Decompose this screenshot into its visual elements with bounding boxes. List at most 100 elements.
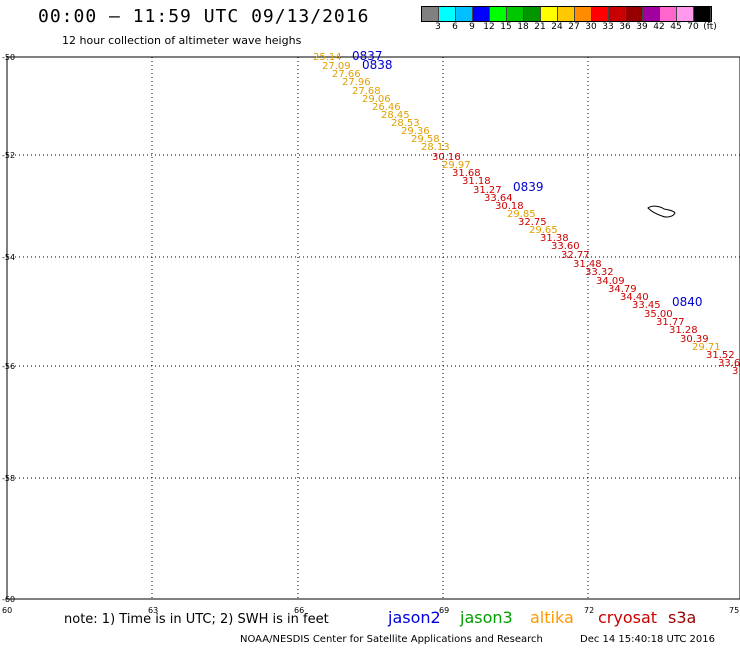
wave-height-label: 29.06 [362, 94, 391, 105]
wave-height-label: 34.79 [608, 284, 637, 295]
y-tick-labels: -50 -52 -54 -56 -58 -60 [2, 53, 15, 604]
map-frame [6, 56, 740, 600]
colorbar-label: 21 [534, 22, 546, 32]
y-tick-label: -58 [2, 474, 15, 483]
y-tick-label: -54 [2, 253, 15, 262]
legend-entry-jason3: jason3 [460, 608, 513, 627]
colorbar-label: 45 [670, 22, 682, 32]
wave-height-label: 32.77 [561, 250, 590, 261]
map-subtitle: 12 hour collection of altimeter wave hei… [62, 34, 302, 47]
wave-height-label: 33.45 [632, 300, 661, 311]
wave-height-label: 27.96 [342, 77, 371, 88]
y-tick-label: -50 [2, 53, 15, 62]
colorbar-swatch [541, 7, 558, 21]
wave-height-label: 25.14 [313, 52, 342, 63]
colorbar-swatch [507, 7, 524, 21]
wave-height-label: 31.27 [473, 185, 502, 196]
y-tick-label: -52 [2, 151, 15, 160]
pass-time-label: 0838 [362, 58, 393, 72]
colorbar-swatch [439, 7, 456, 21]
wave-height-label: 26.46 [372, 102, 401, 113]
x-tick-labels: 60 63 66 69 72 75 [2, 606, 739, 615]
y-tick-label: -56 [2, 362, 15, 371]
wave-height-label: 33.32 [585, 267, 614, 278]
colorbar [421, 6, 712, 22]
wave-height-label: 34.09 [596, 276, 625, 287]
colorbar-label: 6 [452, 22, 458, 32]
colorbar-label: 9 [469, 22, 475, 32]
map-title: 00:00 – 11:59 UTC 09/13/2016 [38, 6, 370, 27]
credit-line: NOAA/NESDIS Center for Satellite Applica… [240, 634, 543, 645]
wave-height-label: 31.77 [656, 317, 685, 328]
colorbar-label: 15 [500, 22, 512, 32]
colorbar-swatch [626, 7, 643, 21]
pass-time-label: 0837 [352, 49, 383, 63]
wave-height-label: 33.60 [551, 241, 580, 252]
wave-height-label: 27.68 [352, 86, 381, 97]
colorbar-label: 39 [636, 22, 648, 32]
wave-height-label: 31.52 [706, 350, 735, 361]
wave-height-label: 29.85 [507, 209, 536, 220]
colorbar-swatch [524, 7, 541, 21]
generated-timestamp: Dec 14 15:40:18 UTC 2016 [580, 634, 715, 645]
colorbar-label: 36 [619, 22, 631, 32]
wave-height-label: 27.09 [322, 61, 351, 72]
wave-height-label: 31.68 [452, 168, 481, 179]
x-tick-label: 60 [2, 606, 12, 615]
satellite-track: 25.1427.0927.6627.9627.6829.0626.4628.45… [313, 52, 740, 377]
wave-height-label: 28.13 [421, 142, 450, 153]
colorbar-label: 42 [653, 22, 665, 32]
pass-time-label: 0840 [672, 295, 703, 309]
wave-height-label: 32.75 [518, 217, 547, 228]
legend-entry-cryosat: cryosat [598, 608, 658, 627]
map-grid [7, 57, 740, 599]
wave-height-label: 27.66 [332, 69, 361, 80]
colorbar-swatch [694, 7, 711, 21]
colorbar-swatch [422, 7, 439, 21]
wave-height-label: 33.6 [718, 358, 740, 369]
colorbar-labels: 3 6 9 12 15 18 21 24 27 30 33 36 39 42 45 70 (ft) [421, 22, 740, 34]
legend-entry-s3a: s3a [668, 608, 697, 627]
wave-height-label: 3 [732, 366, 738, 377]
colorbar-swatch [609, 7, 626, 21]
wave-height-label: 29.71 [692, 342, 721, 353]
colorbar-label: 18 [517, 22, 529, 32]
colorbar-swatch [575, 7, 592, 21]
legend-entry-altika: altika [530, 608, 574, 627]
wave-height-label: 29.97 [442, 160, 471, 171]
colorbar-swatch [473, 7, 490, 21]
island-outline [647, 205, 676, 218]
wave-height-label: 29.65 [529, 225, 558, 236]
colorbar-label: 33 [602, 22, 614, 32]
colorbar-swatch [643, 7, 660, 21]
y-tick-label: -60 [2, 595, 15, 604]
colorbar-label: 30 [585, 22, 597, 32]
wave-height-label: 35.00 [644, 309, 673, 320]
colorbar-swatch [490, 7, 507, 21]
legend-entry-jason2: jason2 [388, 608, 441, 627]
colorbar-label: 24 [551, 22, 563, 32]
x-tick-label: 66 [294, 606, 304, 615]
colorbar-label: 70 [687, 22, 699, 32]
pass-time-label: 0839 [513, 180, 544, 194]
colorbar-swatch [592, 7, 609, 21]
colorbar-label: 3 [435, 22, 441, 32]
x-tick-label: 75 [729, 606, 739, 615]
wave-height-label: 31.48 [573, 259, 602, 270]
x-tick-label: 63 [148, 606, 158, 615]
colorbar-swatch [456, 7, 473, 21]
colorbar-label: 27 [568, 22, 580, 32]
colorbar-swatch [558, 7, 575, 21]
colorbar-swatch [660, 7, 677, 21]
wave-height-label: 33.64 [484, 193, 513, 204]
wave-height-label: 31.38 [540, 233, 569, 244]
colorbar-label: 12 [483, 22, 495, 32]
x-tick-label: 69 [439, 606, 449, 615]
wave-height-label: 31.28 [669, 325, 698, 336]
wave-height-label: 30.18 [495, 201, 524, 212]
wave-height-label: 28.53 [391, 118, 420, 129]
wave-height-label: 29.58 [411, 134, 440, 145]
wave-height-label: 28.45 [381, 110, 410, 121]
